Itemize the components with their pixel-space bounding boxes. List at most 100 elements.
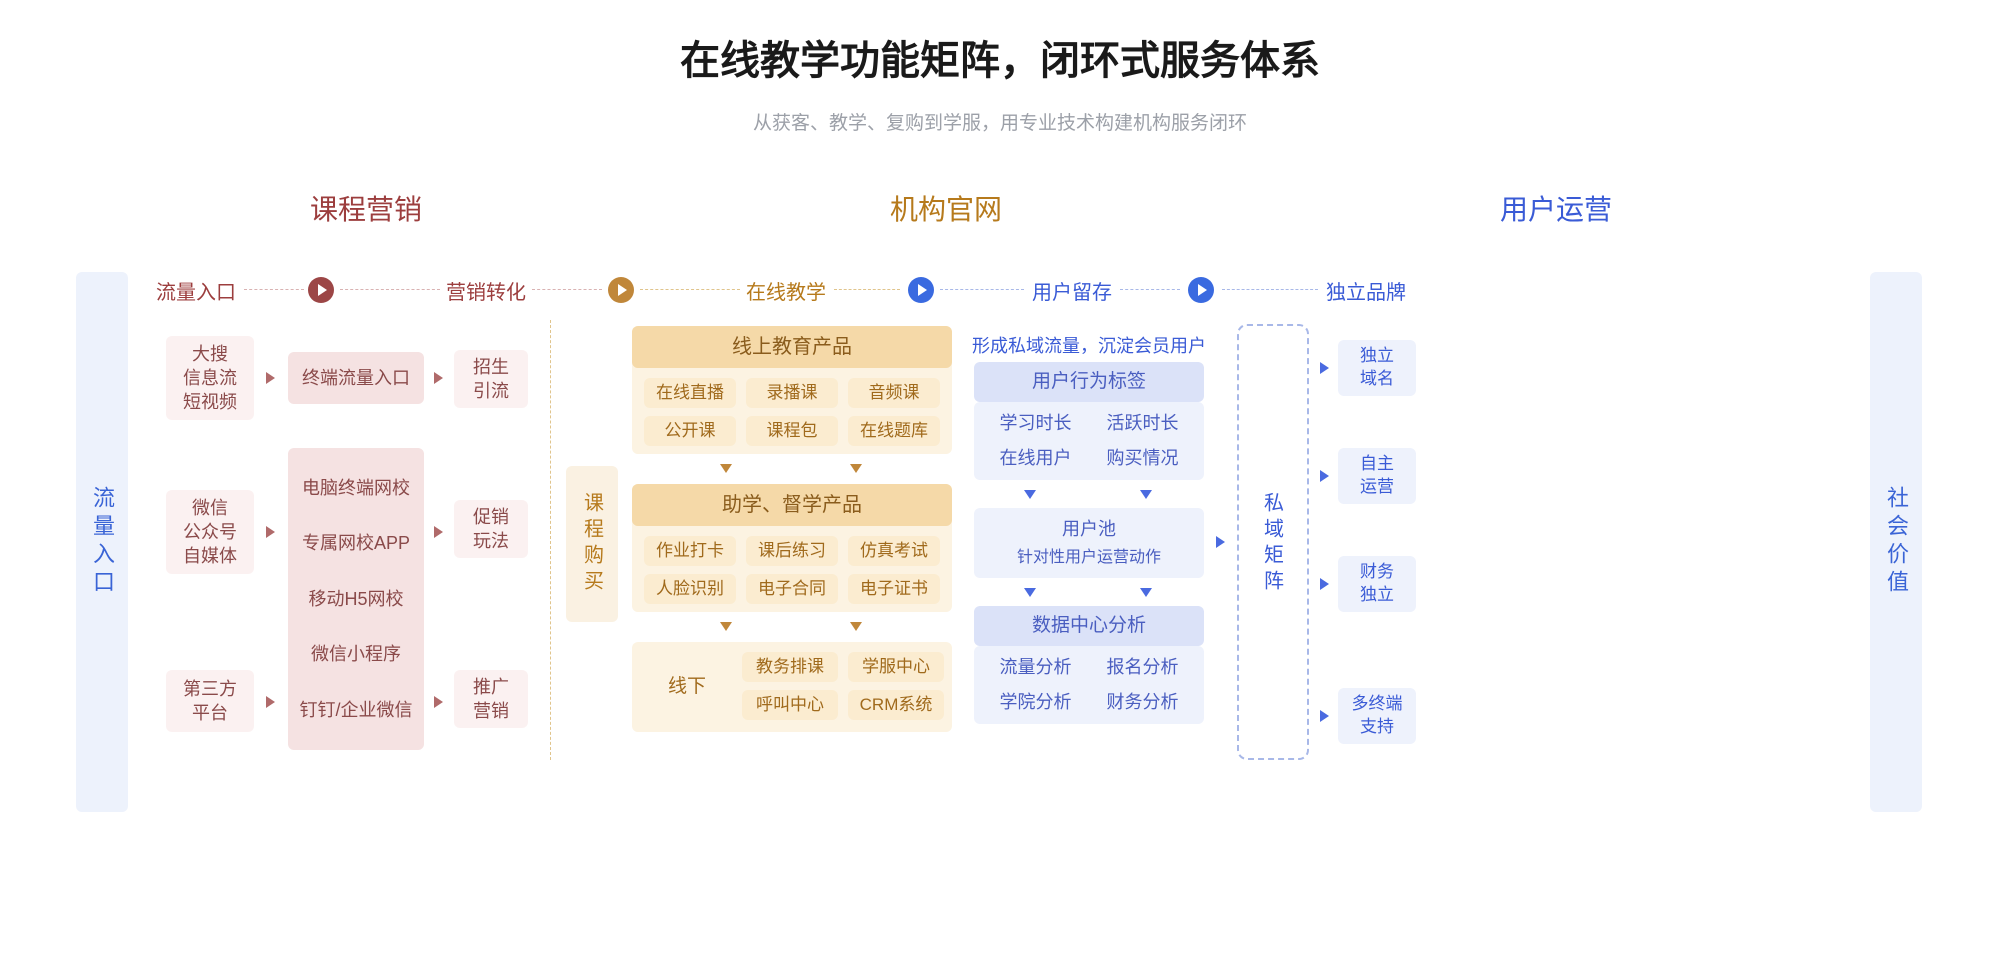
gold-chip: 录播课: [746, 378, 838, 408]
offline-label: 线下: [644, 642, 730, 732]
data-item: 财务分析: [1091, 690, 1194, 714]
traffic-source-3: 第三方 平台: [166, 670, 254, 732]
dash-line: [1222, 289, 1318, 290]
traffic-source-1: 大搜 信息流 短视频: [166, 336, 254, 420]
user-pool-title: 用户池: [1062, 517, 1116, 541]
subhead-traffic: 流量入口: [156, 276, 236, 305]
gold-chip: 呼叫中心: [742, 690, 838, 720]
subheader-row: 流量入口 营销转化 在线教学 用户留存 独立品牌: [0, 276, 2000, 306]
gold-chip: CRM系统: [848, 690, 944, 720]
online-product-title: 线上教育产品: [632, 326, 952, 368]
brand-domain: 独立 域名: [1338, 340, 1416, 396]
arrow-down-icon: [1140, 490, 1152, 499]
data-center-items: 流量分析 报名分析 学院分析 财务分析: [974, 646, 1204, 724]
arrow-right-icon: [434, 372, 443, 384]
brand-finance: 财务 独立: [1338, 556, 1416, 612]
arrow-right-icon: [266, 526, 275, 538]
user-tag-items: 学习时长 活跃时长 在线用户 购买情况: [974, 402, 1204, 480]
arrow-down-icon: [850, 464, 862, 473]
arrow-right-icon: [434, 696, 443, 708]
arrow-right-icon: [1320, 362, 1329, 374]
gold-chip: 课程包: [746, 416, 838, 446]
arrow-right-icon: [266, 372, 275, 384]
pillar-social-value: 社会价值: [1870, 272, 1922, 812]
section-website: 机构官网: [890, 188, 1002, 228]
user-pool: 用户池 针对性用户运营动作: [974, 508, 1204, 578]
convert-promo: 促销 玩法: [454, 500, 528, 558]
data-item: 报名分析: [1091, 655, 1194, 679]
dash-line: [1120, 289, 1180, 290]
blue-caption: 形成私域流量，沉淀会员用户: [972, 332, 1206, 358]
arrow-icon: [1188, 277, 1214, 303]
arrow-icon: [908, 277, 934, 303]
data-item: 学院分析: [984, 690, 1087, 714]
gold-chip: 学服中心: [848, 652, 944, 682]
terminal-item: 电脑终端网校: [302, 476, 410, 500]
gold-chip: 在线直播: [644, 378, 736, 408]
arrow-right-icon: [1320, 710, 1329, 722]
arrow-right-icon: [1320, 578, 1329, 590]
terminal-traffic-entry: 终端流量入口: [288, 352, 424, 404]
arrow-icon: [608, 277, 634, 303]
section-headers: 课程营销 机构官网 用户运营: [0, 188, 2000, 228]
arrow-right-icon: [1216, 536, 1225, 548]
user-tag-title: 用户行为标签: [974, 362, 1204, 402]
divider-line: [550, 320, 551, 760]
terminal-item: 移动H5网校: [308, 587, 403, 611]
arrow-down-icon: [850, 622, 862, 631]
dash-line: [340, 289, 440, 290]
arrow-down-icon: [720, 464, 732, 473]
subhead-brand: 独立品牌: [1326, 276, 1406, 305]
subhead-convert: 营销转化: [446, 276, 526, 305]
dash-line: [834, 289, 900, 290]
section-operation: 用户运营: [1500, 188, 1612, 228]
gold-chip: 人脸识别: [644, 574, 736, 604]
gold-chip: 教务排课: [742, 652, 838, 682]
gold-chip: 作业打卡: [644, 536, 736, 566]
arrow-right-icon: [1320, 470, 1329, 482]
arrow-right-icon: [266, 696, 275, 708]
dash-line: [244, 289, 304, 290]
pillar-private-domain: 私域矩阵: [1252, 466, 1292, 622]
tag-item: 购买情况: [1091, 446, 1194, 470]
convert-recruit: 招生 引流: [454, 350, 528, 408]
user-pool-sub: 针对性用户运营动作: [1017, 547, 1161, 569]
pillar-course-buy: 课程购买: [566, 466, 618, 622]
subhead-retain: 用户留存: [1032, 276, 1112, 305]
terminal-item: 专属网校APP: [302, 531, 410, 555]
gold-chip: 课后练习: [746, 536, 838, 566]
gold-chip: 仿真考试: [848, 536, 940, 566]
data-item: 流量分析: [984, 655, 1087, 679]
arrow-down-icon: [720, 622, 732, 631]
main-title: 在线教学功能矩阵，闭环式服务体系: [0, 0, 2000, 86]
pillar-traffic-entry: 流量入口: [76, 272, 128, 812]
arrow-down-icon: [1140, 588, 1152, 597]
gold-chip: 电子合同: [746, 574, 838, 604]
brand-terminal: 多终端 支持: [1338, 688, 1416, 744]
dash-line: [532, 289, 602, 290]
gold-chip: 音频课: [848, 378, 940, 408]
brand-operate: 自主 运营: [1338, 448, 1416, 504]
arrow-icon: [308, 277, 334, 303]
arrow-right-icon: [434, 526, 443, 538]
dash-line: [640, 289, 740, 290]
traffic-source-2: 微信 公众号 自媒体: [166, 490, 254, 574]
tag-item: 活跃时长: [1091, 411, 1194, 435]
gold-chip: 电子证书: [848, 574, 940, 604]
data-center-title: 数据中心分析: [974, 606, 1204, 646]
arrow-down-icon: [1024, 490, 1036, 499]
convert-spread: 推广 营销: [454, 670, 528, 728]
terminal-list: 电脑终端网校 专属网校APP 移动H5网校 微信小程序 钉钉/企业微信: [288, 448, 424, 750]
terminal-item: 钉钉/企业微信: [299, 698, 412, 722]
terminal-item: 微信小程序: [311, 642, 401, 666]
dash-line: [940, 289, 1024, 290]
study-aid-title: 助学、督学产品: [632, 484, 952, 526]
arrow-down-icon: [1024, 588, 1036, 597]
section-marketing: 课程营销: [310, 188, 422, 228]
gold-chip: 公开课: [644, 416, 736, 446]
tag-item: 在线用户: [984, 446, 1087, 470]
gold-chip: 在线题库: [848, 416, 940, 446]
subtitle: 从获客、教学、复购到学服，用专业技术构建机构服务闭环: [0, 108, 2000, 135]
tag-item: 学习时长: [984, 411, 1087, 435]
subhead-teach: 在线教学: [746, 276, 826, 305]
